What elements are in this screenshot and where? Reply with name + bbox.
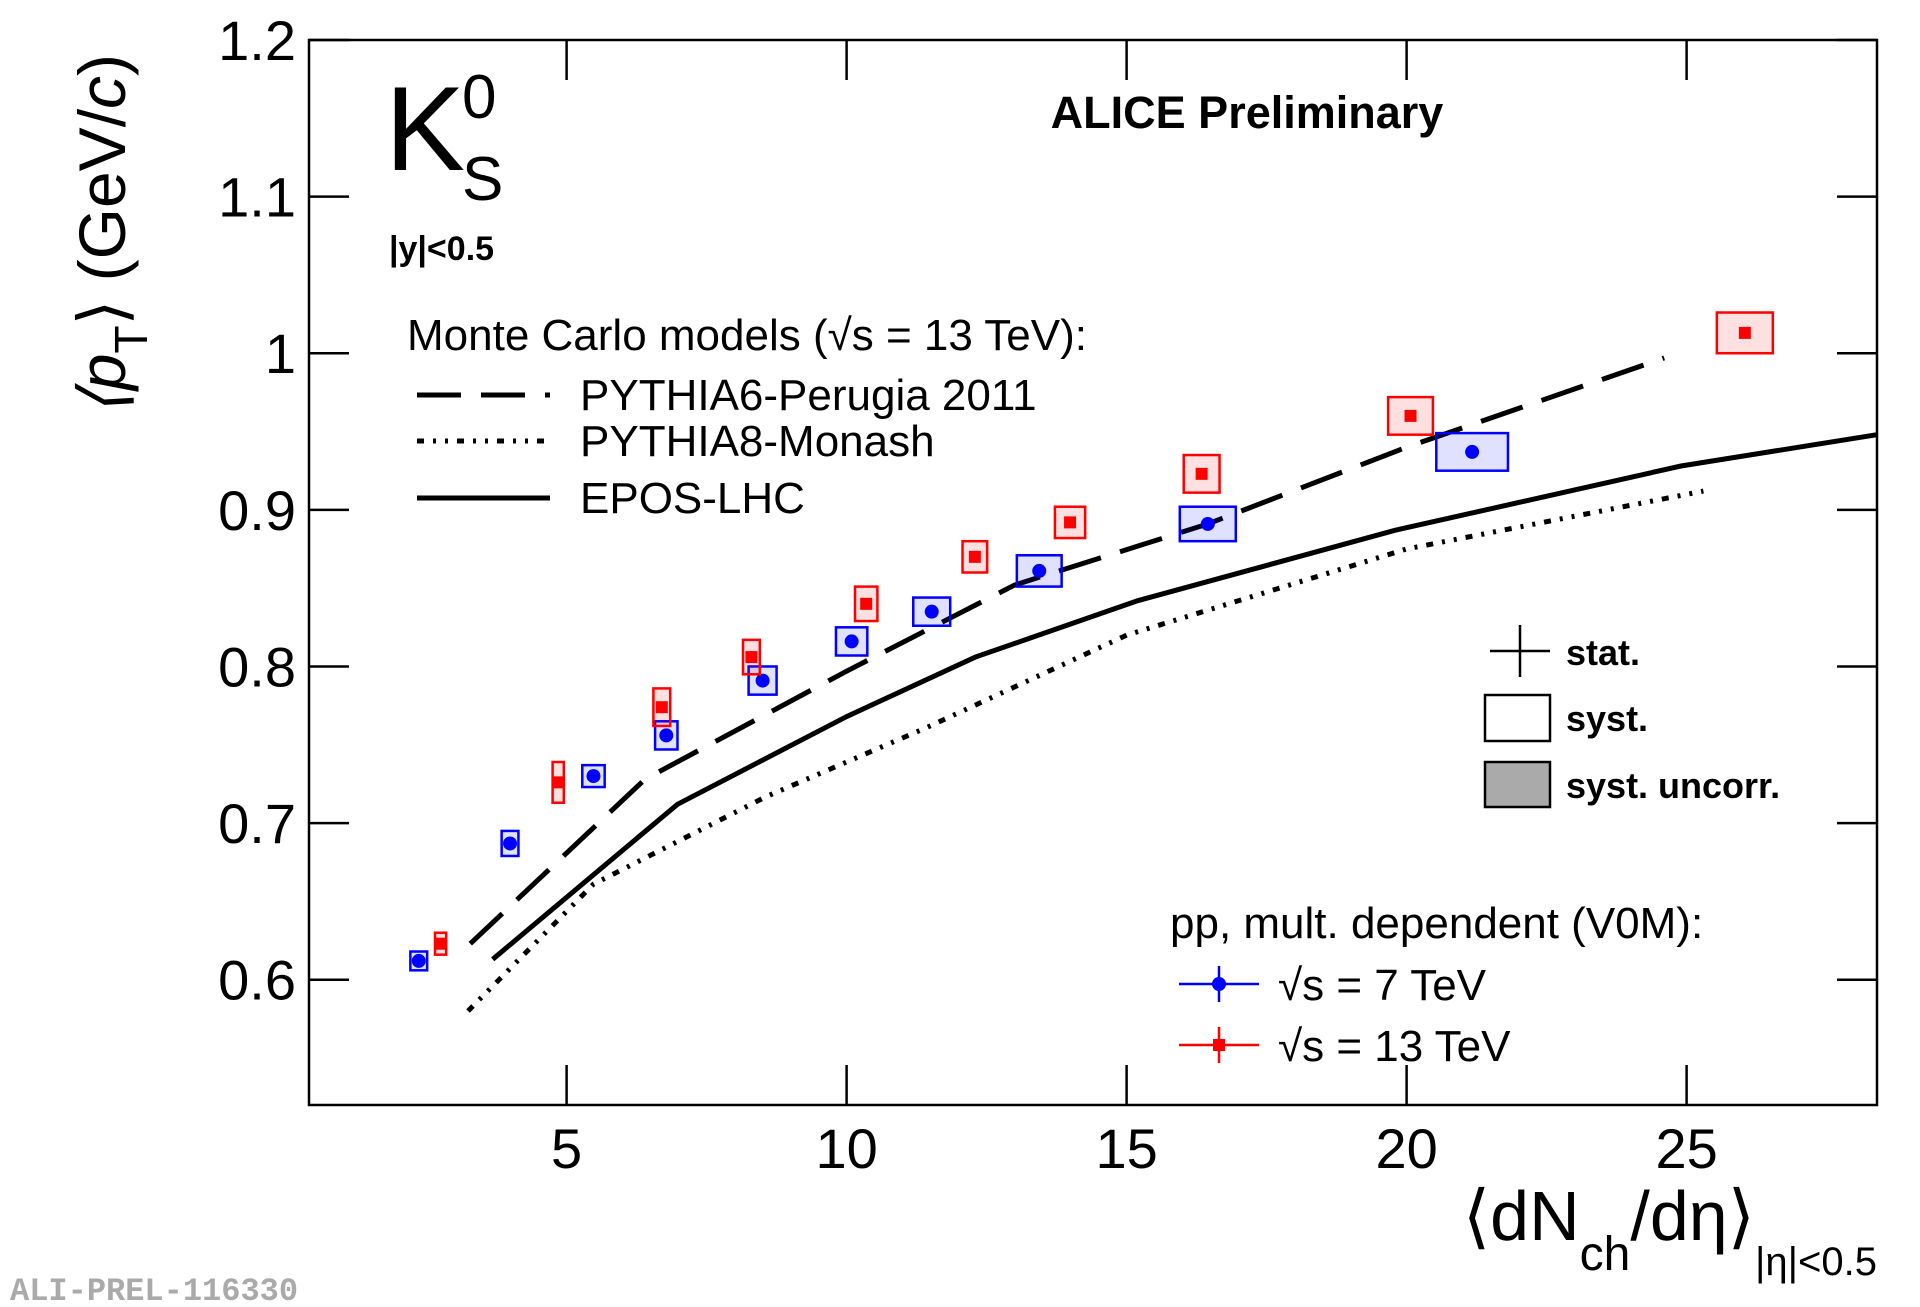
legend-uncorr-symbol [1483,760,1552,809]
x-axis-label-part: |η|<0.5 [1755,1240,1877,1284]
chart-title: ALICE Preliminary [1051,87,1444,138]
legend-label: syst. uncorr. [1566,765,1780,806]
legend-label: PYTHIA6-Perugia 2011 [580,371,1037,420]
x-axis-label-part: /dη⟩ [1630,1177,1755,1255]
particle-superscript: 0 [462,63,496,132]
legend-label: √s = 13 TeV [1278,1022,1511,1071]
y-tick-label: 0.8 [218,635,296,698]
data-point [755,673,770,688]
data-point [1195,467,1208,480]
models-header: Monte Carlo models (√s = 13 TeV): [407,311,1087,360]
data-point [1404,409,1417,422]
x-tick-label: 10 [815,1117,877,1180]
model-line [466,488,1704,1013]
y-tick-label: 0.7 [218,792,296,855]
legend-marker [1212,977,1226,991]
model-line [468,355,1666,946]
uncertainty-legend: stat. syst. syst. uncorr. [1483,625,1780,809]
y-tick-label: 1.1 [218,166,296,229]
y-axis-label: ⟨pT⟩ (GeV/c) [65,54,157,416]
data-point [434,937,447,950]
legend-label: √s = 7 TeV [1278,961,1487,1010]
y-axis-label-part: c [65,76,139,109]
legend-label: PYTHIA8-Monash [580,417,935,466]
particle-symbol: K [385,62,465,196]
data-point [659,728,674,743]
legend-label: EPOS-LHC [580,474,805,523]
x-tick-label: 5 [551,1117,582,1180]
footer: ALI-PREL-116330 [10,1273,298,1307]
data-point [968,550,981,563]
data-point [1738,326,1751,339]
data-point [552,776,565,789]
plot-frame [307,38,1879,1107]
y-tick-label: 0.6 [218,949,296,1012]
data-point [745,651,758,664]
data-point [503,836,518,851]
x-tick-label: 25 [1655,1117,1717,1180]
x-axis-label-part: ch [1580,1228,1631,1281]
y-axis-label-part: ) [65,54,139,76]
data-point [1032,563,1047,578]
x-tick-label: 15 [1095,1117,1157,1180]
x-axis-label: ⟨dNch/dη⟩|η|<0.5 [1463,1177,1877,1284]
data-point [655,701,668,714]
legend-syst-symbol [1483,693,1552,743]
y-axis-label-part: ⟨p [65,354,139,416]
y-tick-label: 0.9 [218,479,296,542]
data-point [844,634,859,649]
rapidity-label: |y|<0.5 [389,230,494,268]
y-axis-label-part: T [105,325,157,353]
y-tick-label: 1.2 [218,9,296,72]
model-line [491,432,1878,962]
data-point [924,604,939,619]
data-point [1064,516,1077,529]
syst-box [911,596,952,628]
legend-label: stat. [1566,632,1640,673]
legend-marker [1213,1039,1225,1051]
x-axis-label-part: ⟨dN [1463,1177,1580,1255]
data-point [1465,444,1480,459]
x-tick-label: 20 [1375,1117,1437,1180]
y-tick-label: 1 [265,322,296,385]
data-point [411,953,426,968]
y-axis-label-part: ⟩ (GeV/ [65,108,139,325]
legend-label: syst. [1566,698,1648,739]
data-point [860,597,873,610]
particle-subscript: S [462,145,503,214]
data-point [586,769,601,784]
data-header: pp, mult. dependent (V0M): [1170,899,1703,948]
syst-box [834,626,869,657]
data-point [1200,516,1215,531]
